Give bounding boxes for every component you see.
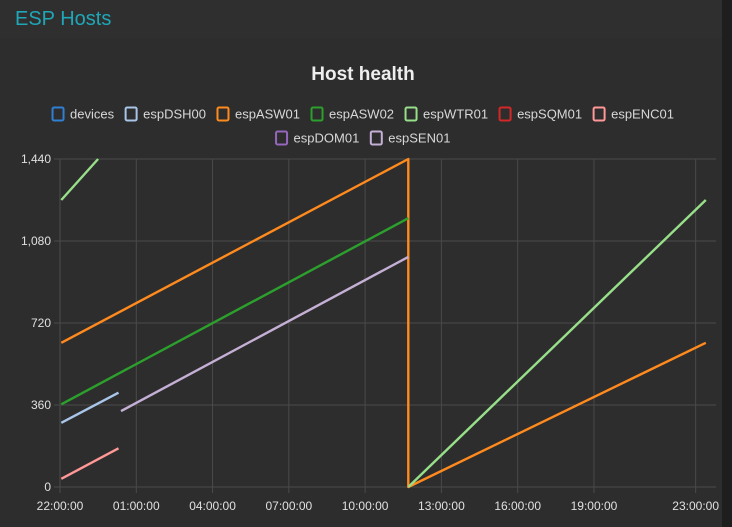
legend-item-espASW01[interactable]: espASW01	[216, 106, 300, 122]
y-axis: 0 360 720 1,080 1,440	[21, 152, 51, 494]
series-line-espWTR01[interactable]	[60, 158, 707, 488]
legend-swatch	[592, 106, 606, 122]
x-tick-label: 22:00:00	[37, 499, 84, 513]
legend-swatch	[51, 106, 65, 122]
x-tick-label: 01:00:00	[113, 499, 160, 513]
legend-swatch	[369, 130, 383, 146]
y-tick-label: 720	[31, 316, 51, 330]
legend-swatch	[216, 106, 230, 122]
legend-item-espDOM01[interactable]: espDOM01	[275, 130, 360, 146]
series-line-espASW01[interactable]	[60, 157, 707, 489]
series-line-espASW02[interactable]	[60, 217, 409, 406]
x-tick-label: 23:00:00	[672, 499, 719, 513]
x-tick-label: 07:00:00	[265, 499, 312, 513]
x-tick-label: 19:00:00	[571, 499, 618, 513]
chart-grid	[54, 158, 716, 493]
legend-label: devices	[70, 107, 115, 122]
legend-label: espASW01	[235, 107, 300, 122]
legend-item-espSEN01[interactable]: espSEN01	[369, 130, 451, 146]
legend-label: espSQM01	[517, 107, 582, 122]
legend-swatch	[310, 106, 324, 122]
legend-item-espSQM01[interactable]: espSQM01	[498, 106, 583, 122]
y-tick-label: 1,080	[21, 234, 51, 248]
legend-label: espDOM01	[294, 131, 360, 146]
y-tick-label: 1,440	[21, 152, 51, 166]
group-title: ESP Hosts	[15, 8, 112, 30]
chart-series[interactable]	[60, 157, 707, 489]
legend-item-devices[interactable]: devices	[51, 106, 115, 122]
legend-swatch	[404, 106, 418, 122]
x-tick-label: 13:00:00	[418, 499, 465, 513]
legend-item-espENC01[interactable]: espENC01	[592, 106, 674, 122]
series-line-espENC01[interactable]	[60, 447, 120, 480]
legend-swatch	[275, 130, 289, 146]
legend-swatch	[124, 106, 138, 122]
x-tick-label: 04:00:00	[189, 499, 236, 513]
legend-item-espDSH00[interactable]: espDSH00	[124, 106, 206, 122]
y-tick-label: 0	[44, 480, 51, 494]
legend-swatch	[498, 106, 512, 122]
series-line-espSEN01[interactable]	[120, 255, 409, 413]
legend-label: espSEN01	[388, 131, 450, 146]
legend-label: espDSH00	[143, 107, 206, 122]
x-tick-label: 10:00:00	[342, 499, 389, 513]
legend-label: espWTR01	[423, 107, 488, 122]
chart-title: Host health	[311, 64, 415, 85]
x-tick-label: 16:00:00	[494, 499, 541, 513]
scrollbar-track[interactable]	[722, 0, 732, 527]
legend-label: espASW02	[329, 107, 394, 122]
y-tick-label: 360	[31, 398, 51, 412]
chart-legend[interactable]: devices espDSH00 espASW01 espASW02 espWTR01 e…	[51, 106, 674, 146]
legend-item-espWTR01[interactable]: espWTR01	[404, 106, 489, 122]
legend-item-espASW02[interactable]: espASW02	[310, 106, 395, 122]
x-axis: 22:00:00 01:00:00 04:00:00 07:00:00 10:00:00…	[37, 499, 720, 513]
legend-label: espENC01	[611, 107, 674, 122]
series-line-espDSH00[interactable]	[60, 391, 120, 424]
